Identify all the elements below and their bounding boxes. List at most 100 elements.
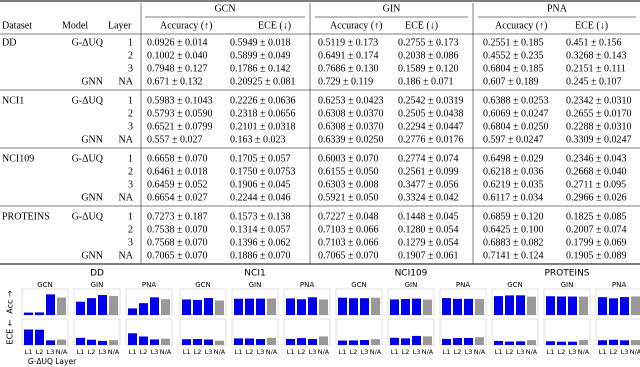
bar xyxy=(631,340,640,345)
value-cell: 0.2294 ± 0.0447 xyxy=(398,121,464,132)
bar xyxy=(598,340,607,345)
bar xyxy=(150,339,159,345)
bar xyxy=(442,298,451,315)
value-cell: 0.6521 ± 0.0799 xyxy=(147,121,213,132)
bar-label: L2 xyxy=(350,348,358,356)
bar-label: L1 xyxy=(339,348,347,356)
bar-label: L3 xyxy=(257,348,265,356)
chart-title: NCI109 xyxy=(395,269,428,279)
layer-cell: 2 xyxy=(128,224,133,235)
column-header: Layer xyxy=(108,20,132,31)
bar xyxy=(568,296,577,315)
bar xyxy=(620,340,629,345)
value-cell: 0.6498 ± 0.029 xyxy=(483,153,544,164)
layer-cell: 2 xyxy=(128,108,133,119)
bar xyxy=(46,340,55,345)
value-cell: 0.1907 ± 0.061 xyxy=(398,250,459,261)
group-header: GIN xyxy=(383,3,401,14)
bar xyxy=(390,337,399,345)
panel-title: PNA xyxy=(300,281,314,289)
value-cell: 0.6804 ± 0.0250 xyxy=(483,121,549,132)
bar-label: L1 xyxy=(183,348,191,356)
bar xyxy=(297,299,306,315)
bar xyxy=(360,298,369,315)
bar xyxy=(76,301,85,315)
value-cell: 0.1396 ± 0.062 xyxy=(230,237,291,248)
bar xyxy=(35,312,44,315)
bar xyxy=(128,333,137,345)
bar xyxy=(579,340,588,345)
value-cell: 0.2342 ± 0.0310 xyxy=(566,95,632,106)
bar xyxy=(442,338,451,345)
bar xyxy=(546,341,555,345)
bar-label: L3 xyxy=(569,348,577,356)
value-cell: 0.186 ± 0.071 xyxy=(398,76,454,87)
value-cell: 0.7141 ± 0.124 xyxy=(483,250,544,261)
value-cell: 0.2505 ± 0.0438 xyxy=(398,108,464,119)
bar xyxy=(245,298,254,315)
dataset-cell: DD xyxy=(2,37,16,48)
model-cell: GNN xyxy=(81,76,103,87)
value-cell: 0.6117 ± 0.034 xyxy=(483,192,543,203)
bar xyxy=(128,308,137,315)
value-cell: 0.6003 ± 0.070 xyxy=(318,153,379,164)
column-header: ECE (↓) xyxy=(258,20,291,31)
value-cell: 0.7686 ± 0.130 xyxy=(318,63,379,74)
value-cell: 0.1799 ± 0.069 xyxy=(566,237,627,248)
value-cell: 0.7273 ± 0.187 xyxy=(147,211,208,222)
bar xyxy=(620,297,629,315)
bar xyxy=(453,298,462,315)
bar-label: L2 xyxy=(298,348,306,356)
bar xyxy=(464,337,473,345)
bar-label: L3 xyxy=(621,348,629,356)
value-cell: 0.607 ± 0.189 xyxy=(483,76,539,87)
panel-frame xyxy=(491,318,539,346)
bar-label: L1 xyxy=(235,348,243,356)
value-cell: 0.1002 ± 0.040 xyxy=(147,50,208,61)
bar-label: L3 xyxy=(47,348,55,356)
bar-label: L2 xyxy=(246,348,254,356)
value-cell: 0.5119 ± 0.173 xyxy=(318,37,378,48)
panel-title: GIN xyxy=(249,281,262,289)
column-header: Accuracy (↑) xyxy=(160,20,212,31)
value-cell: 0.7948 ± 0.127 xyxy=(147,63,208,74)
value-cell: 0.6155 ± 0.050 xyxy=(318,166,379,177)
panel-title: GCN xyxy=(37,281,53,289)
bar xyxy=(139,303,148,315)
bar xyxy=(161,338,170,345)
bar xyxy=(338,297,347,315)
value-cell: 0.7103 ± 0.066 xyxy=(318,224,379,235)
bar xyxy=(24,312,33,315)
bar xyxy=(98,295,107,315)
bar xyxy=(568,341,577,345)
value-cell: 0.7538 ± 0.070 xyxy=(147,224,208,235)
value-cell: 0.6303 ± 0.008 xyxy=(318,179,379,190)
bar xyxy=(182,339,191,345)
value-cell: 0.1906 ± 0.045 xyxy=(230,179,291,190)
value-cell: 0.6308 ± 0.0370 xyxy=(318,121,384,132)
bar xyxy=(76,337,85,345)
bar xyxy=(349,298,358,315)
bar-label: L2 xyxy=(140,348,148,356)
value-cell: 0.4552 ± 0.235 xyxy=(483,50,544,61)
bar xyxy=(360,340,369,345)
bar xyxy=(87,298,96,315)
group-header: GCN xyxy=(214,3,235,14)
value-cell: 0.2755 ± 0.173 xyxy=(398,37,459,48)
value-cell: 0.163 ± 0.023 xyxy=(230,134,286,145)
bar-label: L3 xyxy=(465,348,473,356)
value-cell: 0.1573 ± 0.138 xyxy=(230,211,291,222)
value-cell: 0.5899 ± 0.049 xyxy=(230,50,291,61)
panel-title: PNA xyxy=(612,281,626,289)
value-cell: 0.2346 ± 0.043 xyxy=(566,153,627,164)
bar xyxy=(139,336,148,345)
bar xyxy=(215,340,224,345)
bar-label: N/A xyxy=(422,348,434,356)
bar-label: L1 xyxy=(443,348,451,356)
value-cell: 0.6339 ± 0.0250 xyxy=(318,134,384,145)
bar xyxy=(297,338,306,345)
value-cell: 0.2007 ± 0.074 xyxy=(566,224,627,235)
bar xyxy=(338,340,347,345)
value-cell: 0.1886 ± 0.070 xyxy=(230,250,291,261)
